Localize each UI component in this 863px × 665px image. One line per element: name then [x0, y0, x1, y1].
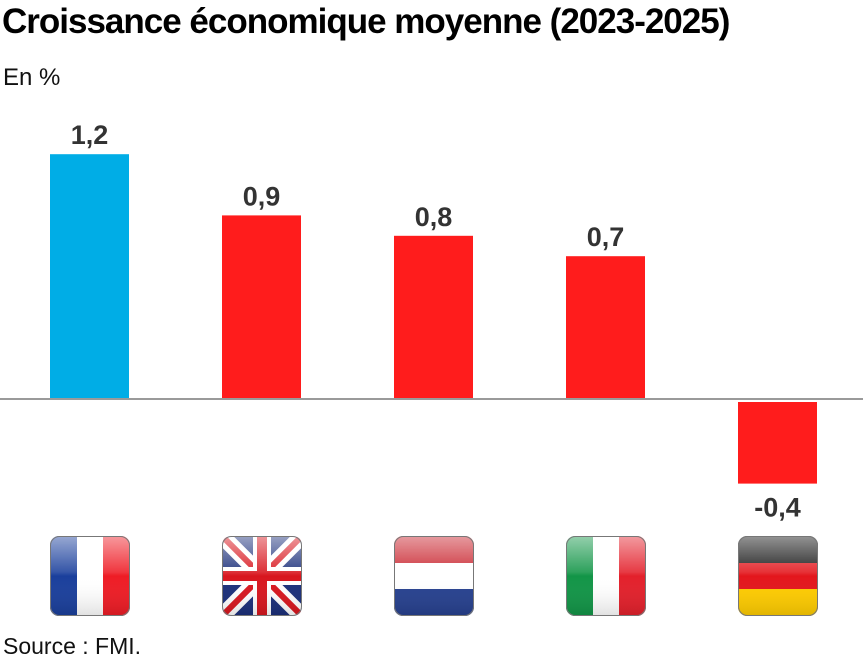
- flag-germany-icon: [738, 536, 818, 616]
- value-label: 1,2: [71, 120, 109, 150]
- chart-title: Croissance économique moyenne (2023-2025…: [2, 2, 730, 41]
- bar-royaume-uni: [222, 215, 301, 399]
- flag-netherlands-icon: [394, 536, 474, 616]
- value-label: 0,7: [587, 222, 625, 252]
- value-labels-group: 1,2 0,9 0,8 0,7 -0,4: [71, 120, 801, 522]
- unit-label: En %: [3, 64, 61, 91]
- bar-italie: [566, 256, 645, 399]
- flag-italy-icon: [566, 536, 646, 616]
- bars-group: [50, 154, 817, 484]
- source-note: Source : FMI.: [3, 633, 142, 659]
- bar-france: [50, 154, 129, 399]
- flag-uk-icon: [222, 536, 302, 616]
- bar-allemagne: [738, 402, 817, 484]
- value-label: 0,8: [415, 202, 453, 232]
- bar-pays-bas: [394, 235, 473, 399]
- flag-france-icon: [50, 536, 130, 616]
- value-label: -0,4: [754, 493, 801, 523]
- value-label: 0,9: [243, 181, 281, 211]
